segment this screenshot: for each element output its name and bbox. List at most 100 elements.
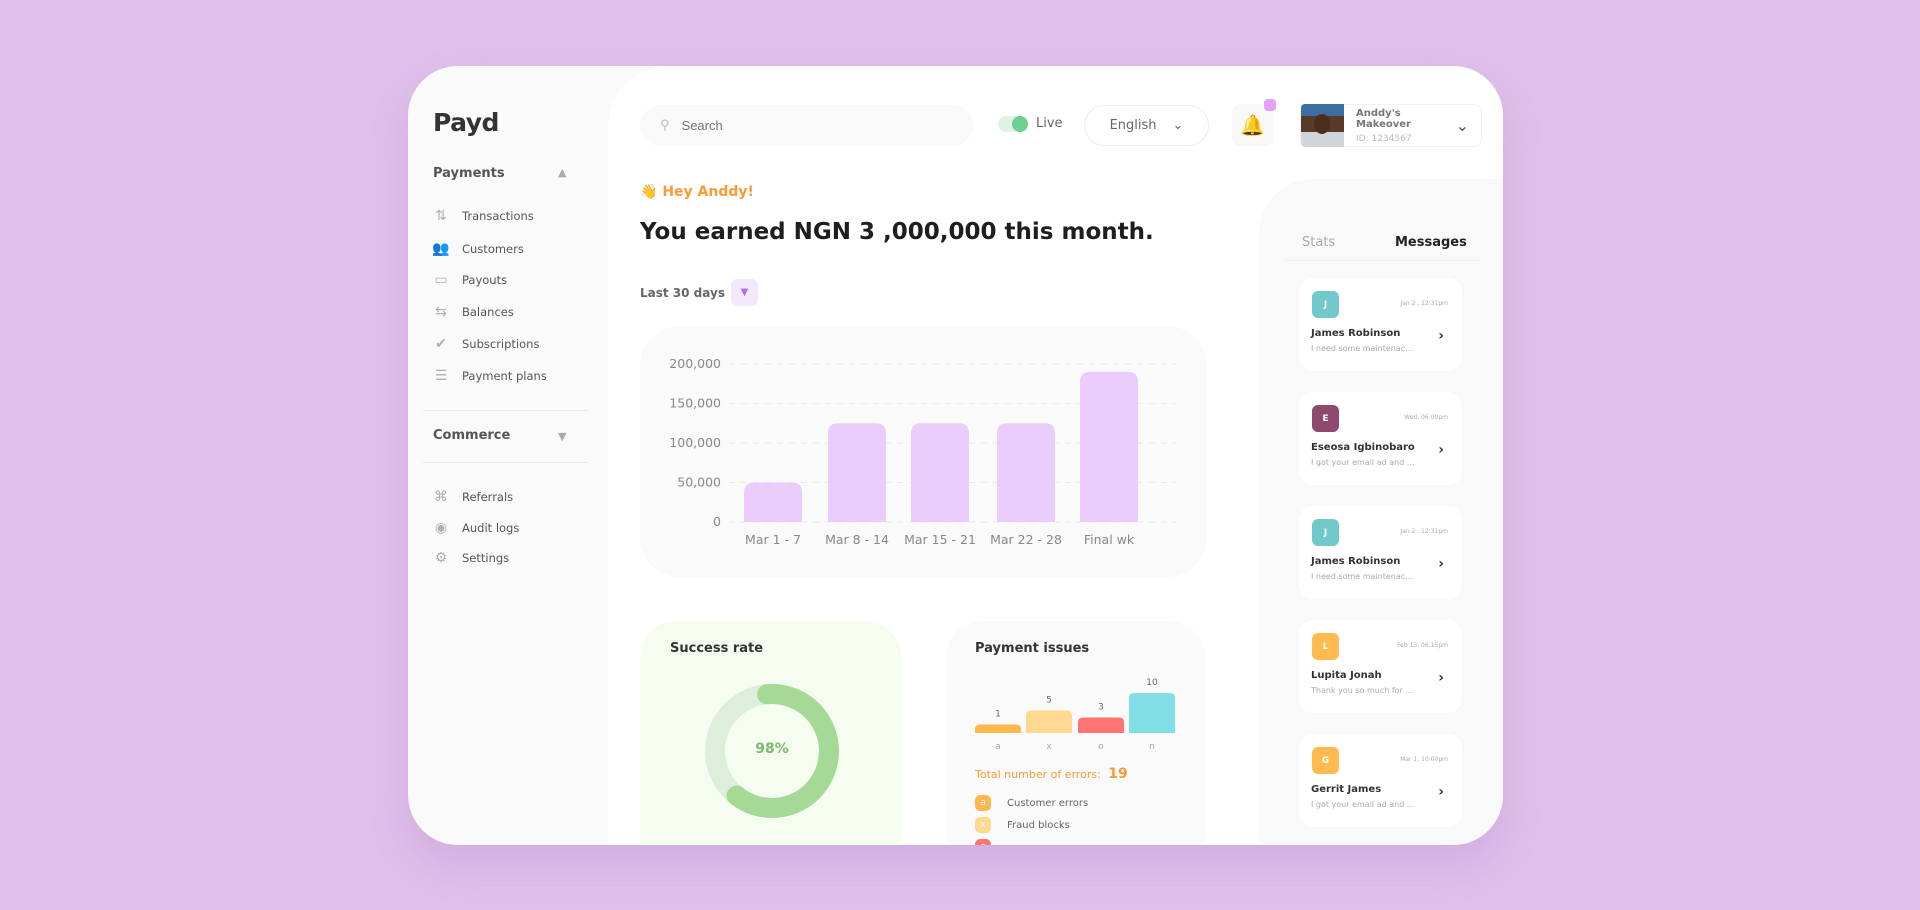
sidebar-item-referrals[interactable]: ⌘ Referrals	[433, 489, 513, 505]
message-card[interactable]: L Feb 13, 06:15pm Lupita Jonah Thank you so…	[1299, 620, 1462, 713]
message-card[interactable]: G Mar 1, 10:00pm Gerrit James I got your em…	[1299, 734, 1462, 827]
legend-item: o	[975, 839, 1007, 845]
wave-icon: 👋	[640, 184, 658, 200]
sidebar-item-label: Customers	[462, 242, 524, 256]
bar-value-label: 5	[1046, 696, 1052, 706]
message-sender: James Robinson	[1311, 328, 1401, 339]
sidebar-item-label: Referrals	[462, 490, 514, 504]
bar	[828, 423, 886, 522]
message-preview: Thank you so much for ...	[1311, 686, 1413, 695]
notifications-button[interactable]: 🔔	[1232, 104, 1273, 146]
chevron-right-icon[interactable]: ›	[1438, 442, 1444, 458]
message-card[interactable]: J Jan 2 , 12:31pm James Robinson I need som…	[1299, 506, 1462, 599]
range-label: Last 30 days	[640, 286, 725, 300]
sidebar-item-label: Settings	[462, 551, 510, 565]
message-preview: I need some maintenac...	[1311, 572, 1413, 581]
x-tick-label: x	[1046, 742, 1052, 752]
bar	[1080, 371, 1138, 522]
legend-label: Fraud blocks	[1007, 819, 1070, 831]
tab-stats[interactable]: Stats	[1302, 235, 1336, 250]
total-errors: Total number of errors: 19	[975, 766, 1128, 782]
success-rate-value: 98%	[755, 741, 789, 757]
sidebar-item-subscriptions[interactable]: ✔ Subscriptions	[433, 336, 539, 352]
message-avatar: L	[1312, 633, 1339, 660]
chevron-right-icon[interactable]: ›	[1438, 670, 1444, 686]
message-date: Feb 13, 06:15pm	[1397, 642, 1448, 649]
chevron-right-icon[interactable]: ›	[1438, 328, 1444, 344]
logo: Payd	[433, 108, 499, 137]
sidebar-item-label: Subscriptions	[462, 337, 540, 351]
message-sender: Eseosa Igbinobaro	[1311, 442, 1415, 453]
expand-triangle-icon[interactable]: ▼	[558, 430, 567, 443]
earnings-bar-chart: 200,000 150,000 100,000 50,000 0 Mar 1 - 7 Mar…	[669, 356, 1176, 547]
live-toggle[interactable]	[998, 116, 1028, 132]
profile-menu[interactable]: Anddy's Makeover ID: 1234567 ⌄	[1300, 104, 1482, 147]
message-sender: Gerrit James	[1311, 784, 1382, 795]
payment-issues-card: Payment issues 1 a 5 x 3 o 10 n Total number of…	[946, 621, 1205, 845]
transactions-icon: ⇅	[435, 208, 447, 224]
commerce-section-label[interactable]: Commerce	[433, 428, 511, 443]
right-panel: Stats Messages J Jan 2 , 12:31pm James Rob…	[1259, 179, 1503, 845]
avatar	[1301, 104, 1344, 147]
message-preview: I got your email ad and ...	[1311, 458, 1415, 467]
total-errors-value: 19	[1108, 766, 1128, 782]
search-input[interactable]	[681, 118, 858, 133]
y-tick-label: 150,000	[669, 396, 721, 411]
bell-icon: 🔔	[1240, 113, 1265, 137]
message-avatar: J	[1312, 519, 1339, 546]
chevron-right-icon[interactable]: ›	[1438, 556, 1444, 572]
greeting: 👋 Hey Anddy!	[640, 184, 754, 200]
tab-messages[interactable]: Messages	[1395, 235, 1467, 250]
page-title: You earned NGN 3 ,000,000 this month.	[640, 219, 1154, 245]
search-icon: ⚲	[660, 118, 670, 133]
bar	[744, 482, 802, 522]
search-bar[interactable]: ⚲	[640, 105, 973, 146]
sidebar-item-label: Payouts	[462, 273, 508, 287]
message-card[interactable]: J Jan 2 , 12:31pm James Robinson I need som…	[1299, 278, 1462, 371]
message-sender: James Robinson	[1311, 556, 1401, 567]
bar-value-label: 10	[1146, 678, 1158, 688]
range-dropdown-button[interactable]: ▼	[731, 279, 758, 306]
gear-icon: ⚙	[434, 550, 448, 566]
collapse-triangle-icon[interactable]: ▲	[558, 166, 567, 179]
sidebar-item-label: Audit logs	[462, 521, 520, 535]
issue-bar	[1129, 693, 1175, 733]
customers-icon: 👥	[432, 241, 450, 257]
donut-arc	[705, 684, 839, 818]
sidebar-item-label: Transactions	[462, 209, 534, 223]
sidebar-item-customers[interactable]: 👥 Customers	[432, 241, 524, 257]
sidebar-item-audit-logs[interactable]: ◉ Audit logs	[433, 520, 519, 536]
message-card[interactable]: E Wed, 06:00pm Eseosa Igbinobaro I got your…	[1299, 392, 1462, 485]
network-icon: ⌘	[434, 489, 448, 505]
message-avatar: G	[1312, 747, 1339, 774]
list-icon: ☰	[434, 368, 448, 384]
divider	[423, 462, 588, 463]
x-tick-label: n	[1149, 742, 1155, 752]
chevron-right-icon[interactable]: ›	[1438, 784, 1444, 800]
sidebar-item-payment-plans[interactable]: ☰ Payment plans	[433, 368, 547, 384]
sidebar-item-label: Balances	[462, 305, 514, 319]
profile-id: ID: 1234567	[1356, 133, 1412, 144]
divider	[423, 410, 588, 411]
legend-swatch: x	[975, 817, 991, 833]
message-preview: I need some maintenac...	[1311, 344, 1413, 353]
success-rate-card: Success rate 98%	[640, 621, 901, 845]
sidebar-item-balances[interactable]: ⇆ Balances	[433, 304, 514, 320]
issue-bar	[1078, 717, 1124, 733]
success-rate-title: Success rate	[670, 641, 764, 656]
tab-divider	[1285, 260, 1479, 261]
sidebar-item-settings[interactable]: ⚙ Settings	[433, 550, 509, 566]
balances-icon: ⇆	[435, 304, 447, 320]
x-tick-label: a	[995, 742, 1001, 752]
chevron-down-icon: ⌄	[1455, 116, 1469, 135]
sidebar-item-payouts[interactable]: ▭ Payouts	[433, 272, 507, 288]
y-tick-label: 0	[713, 514, 721, 529]
y-tick-label: 50,000	[677, 475, 721, 490]
sidebar-item-transactions[interactable]: ⇅ Transactions	[433, 208, 534, 224]
payments-section-label[interactable]: Payments	[433, 166, 505, 181]
success-donut	[705, 684, 839, 818]
x-tick-label: Mar 1 - 7	[745, 532, 801, 547]
language-select[interactable]: English ⌄	[1084, 105, 1209, 146]
legend-swatch: a	[975, 795, 991, 811]
eye-icon: ◉	[434, 520, 448, 536]
